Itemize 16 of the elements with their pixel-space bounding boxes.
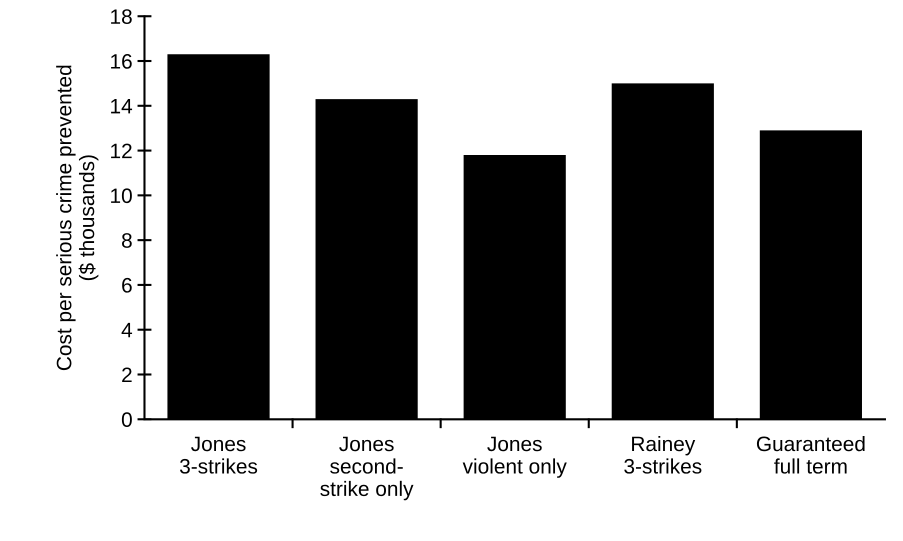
y-tick-label: 12 <box>111 144 132 158</box>
y-tick-label: 8 <box>122 233 132 248</box>
y-tick-label: 18 <box>111 9 132 24</box>
y-tick-label: 14 <box>111 99 132 114</box>
x-tick-label: Guaranteed full term <box>756 436 865 474</box>
y-tick-label: 4 <box>122 322 132 338</box>
y-axis-title: Cost per serious crime prevented ($ thousands) <box>56 66 98 370</box>
x-tick-label: Jones second- strike only <box>320 436 414 500</box>
y-tick-label: 0 <box>122 412 132 428</box>
y-tick-label: 2 <box>122 367 132 382</box>
x-tick-label: Rainey 3-strikes <box>624 436 702 474</box>
y-tick-label: 10 <box>111 188 132 204</box>
y-tick-label: 16 <box>111 54 132 69</box>
y-tick-label: 6 <box>122 278 132 293</box>
x-tick-label: Jones 3-strikes <box>180 436 258 474</box>
x-tick-label: Jones violent only <box>462 436 567 478</box>
